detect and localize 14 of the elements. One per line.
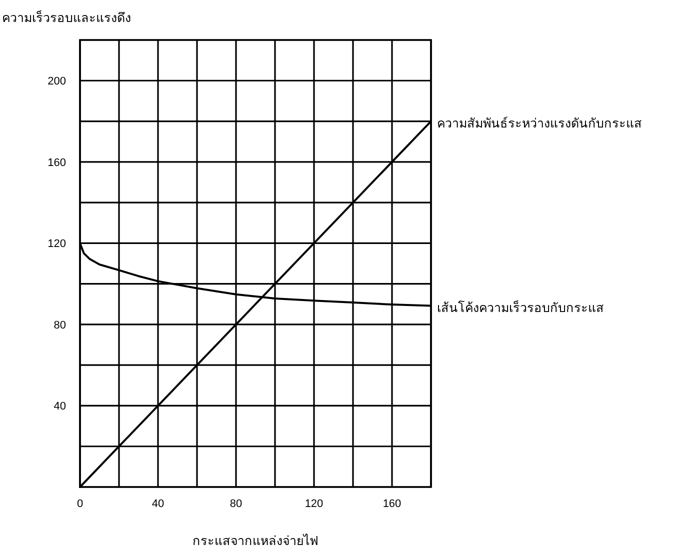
y-tick-label: 40: [54, 400, 66, 413]
x-axis-title: กระแสจากแหล่งจ่ายไฟ: [192, 534, 318, 548]
x-tick-label: 40: [152, 498, 164, 510]
y-tick-label: 80: [54, 319, 66, 332]
y-tick-label: 200: [48, 76, 66, 88]
x-tick-label: 0: [76, 498, 84, 510]
annotation: ความสัมพันธ์ระหว่างแรงดันกับกระแส: [437, 116, 642, 130]
x-tick-label: 80: [230, 498, 242, 510]
annotation: เส้นโค้งความเร็วรอบกับกระแส: [437, 300, 604, 315]
y-tick-label: 160: [48, 156, 66, 169]
x-tick-label: 120: [304, 498, 324, 510]
x-tick-label: 160: [382, 498, 402, 510]
y-axis-title: ความเร็วรอบและแรงดึง: [2, 10, 131, 25]
y-tick-label: 120: [48, 238, 66, 250]
